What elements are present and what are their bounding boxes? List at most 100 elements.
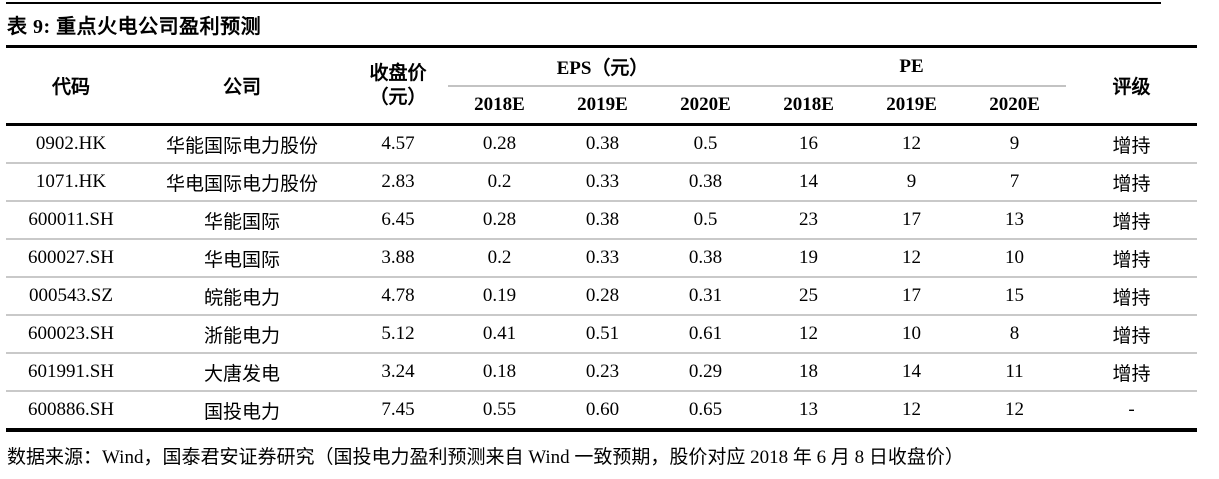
header-pe-2019e: 2019E [860, 86, 964, 126]
table-row: 1071.HK 华电国际电力股份 2.83 0.2 0.33 0.38 14 9… [6, 163, 1198, 202]
cell-close-price: 4.78 [348, 277, 448, 316]
cell-rating: 增持 [1066, 353, 1198, 392]
cell-eps-2020e: 0.31 [654, 277, 758, 316]
cell-pe-2018e: 18 [757, 353, 861, 392]
cell-eps-2018e: 0.19 [448, 277, 551, 316]
title-rule [6, 45, 1197, 48]
cell-pe-2019e: 17 [860, 277, 964, 316]
cell-eps-2018e: 0.28 [448, 201, 551, 240]
header-eps-group: EPS（元） [448, 48, 758, 87]
cell-eps-2020e: 0.65 [654, 391, 758, 432]
cell-eps-2020e: 0.29 [654, 353, 758, 392]
cell-rating: 增持 [1066, 239, 1198, 278]
cell-eps-2018e: 0.41 [448, 315, 551, 354]
cell-eps-2019e: 0.51 [551, 315, 654, 354]
cell-close-price: 3.88 [348, 239, 448, 278]
table-row: 600886.SH 国投电力 7.45 0.55 0.60 0.65 13 12… [6, 391, 1198, 432]
cell-eps-2019e: 0.38 [551, 201, 654, 240]
table-row: 601991.SH 大唐发电 3.24 0.18 0.23 0.29 18 14… [6, 353, 1198, 392]
cell-pe-2019e: 12 [860, 391, 964, 432]
cell-rating: 增持 [1066, 277, 1198, 316]
cell-pe-2019e: 9 [860, 163, 964, 202]
cell-close-price: 6.45 [348, 201, 448, 240]
cell-rating: 增持 [1066, 163, 1198, 202]
cell-eps-2019e: 0.33 [551, 163, 654, 202]
cell-eps-2018e: 0.28 [448, 124, 551, 164]
cell-pe-2020e: 12 [963, 391, 1067, 432]
data-source-note: 数据来源：Wind，国泰君安证券研究（国投电力盈利预测来自 Wind 一致预期，… [7, 447, 964, 468]
table-title: 表 9: 重点火电公司盈利预测 [7, 16, 262, 38]
header-company: 公司 [136, 48, 348, 126]
profit-forecast-table: 代码 公司 收盘价 （元） EPS（元） PE 评级 2018E 2019E 2… [6, 48, 1198, 432]
cell-eps-2019e: 0.23 [551, 353, 654, 392]
cell-code: 600886.SH [6, 391, 136, 432]
cell-eps-2019e: 0.60 [551, 391, 654, 432]
cell-pe-2020e: 15 [963, 277, 1067, 316]
cell-company: 华电国际电力股份 [136, 163, 348, 202]
header-group-row: 代码 公司 收盘价 （元） EPS（元） PE 评级 [6, 48, 1198, 126]
cell-company: 华能国际 [136, 201, 348, 240]
cell-pe-2018e: 16 [757, 124, 861, 164]
header-eps-2019e: 2019E [551, 86, 654, 126]
top-rule [6, 2, 1161, 4]
cell-company: 大唐发电 [136, 353, 348, 392]
cell-eps-2018e: 0.55 [448, 391, 551, 432]
header-year-row: 2018E 2019E 2020E 2018E 2019E 2020E [6, 86, 1197, 126]
cell-company: 皖能电力 [136, 277, 348, 316]
header-rating: 评级 [1066, 48, 1198, 126]
cell-close-price: 7.45 [348, 391, 448, 432]
cell-pe-2018e: 12 [757, 315, 861, 354]
cell-close-price: 5.12 [348, 315, 448, 354]
cell-eps-2019e: 0.38 [551, 124, 654, 164]
cell-rating: 增持 [1066, 315, 1198, 354]
cell-rating: 增持 [1066, 124, 1198, 164]
cell-pe-2019e: 12 [860, 124, 964, 164]
cell-rating: 增持 [1066, 201, 1198, 240]
cell-pe-2020e: 10 [963, 239, 1067, 278]
cell-close-price: 4.57 [348, 124, 448, 164]
cell-pe-2018e: 19 [757, 239, 861, 278]
cell-eps-2019e: 0.28 [551, 277, 654, 316]
cell-company: 国投电力 [136, 391, 348, 432]
header-pe-group: PE [757, 48, 1067, 87]
cell-code: 601991.SH [6, 353, 136, 392]
cell-pe-2020e: 13 [963, 201, 1067, 240]
header-close-price-line2: （元） [369, 86, 427, 108]
cell-company: 华能国际电力股份 [136, 124, 348, 164]
cell-eps-2019e: 0.33 [551, 239, 654, 278]
header-pe-2020e: 2020E [963, 86, 1067, 126]
cell-pe-2019e: 17 [860, 201, 964, 240]
cell-code: 1071.HK [6, 163, 136, 202]
cell-pe-2019e: 14 [860, 353, 964, 392]
cell-pe-2018e: 25 [757, 277, 861, 316]
cell-code: 600011.SH [6, 201, 136, 240]
cell-eps-2020e: 0.38 [654, 239, 758, 278]
cell-pe-2020e: 11 [963, 353, 1067, 392]
header-eps-2018e: 2018E [448, 86, 551, 126]
cell-pe-2020e: 8 [963, 315, 1067, 354]
table-row: 600027.SH 华电国际 3.88 0.2 0.33 0.38 19 12 … [6, 239, 1198, 278]
cell-eps-2020e: 0.61 [654, 315, 758, 354]
table-row: 600023.SH 浙能电力 5.12 0.41 0.51 0.61 12 10… [6, 315, 1198, 354]
cell-eps-2020e: 0.5 [654, 124, 758, 164]
table-row: 600011.SH 华能国际 6.45 0.28 0.38 0.5 23 17 … [6, 201, 1198, 240]
cell-close-price: 3.24 [348, 353, 448, 392]
cell-pe-2019e: 10 [860, 315, 964, 354]
cell-pe-2020e: 9 [963, 124, 1067, 164]
header-code: 代码 [6, 48, 136, 126]
cell-code: 000543.SZ [6, 277, 136, 316]
cell-pe-2019e: 12 [860, 239, 964, 278]
header-close-price: 收盘价 （元） [348, 48, 448, 126]
table-row: 0902.HK 华能国际电力股份 4.57 0.28 0.38 0.5 16 1… [6, 124, 1198, 164]
cell-close-price: 2.83 [348, 163, 448, 202]
cell-eps-2020e: 0.38 [654, 163, 758, 202]
cell-pe-2018e: 13 [757, 391, 861, 432]
cell-pe-2018e: 14 [757, 163, 861, 202]
cell-code: 0902.HK [6, 124, 136, 164]
header-pe-2018e: 2018E [757, 86, 861, 126]
cell-eps-2018e: 0.18 [448, 353, 551, 392]
cell-pe-2020e: 7 [963, 163, 1067, 202]
cell-company: 浙能电力 [136, 315, 348, 354]
cell-eps-2018e: 0.2 [448, 163, 551, 202]
